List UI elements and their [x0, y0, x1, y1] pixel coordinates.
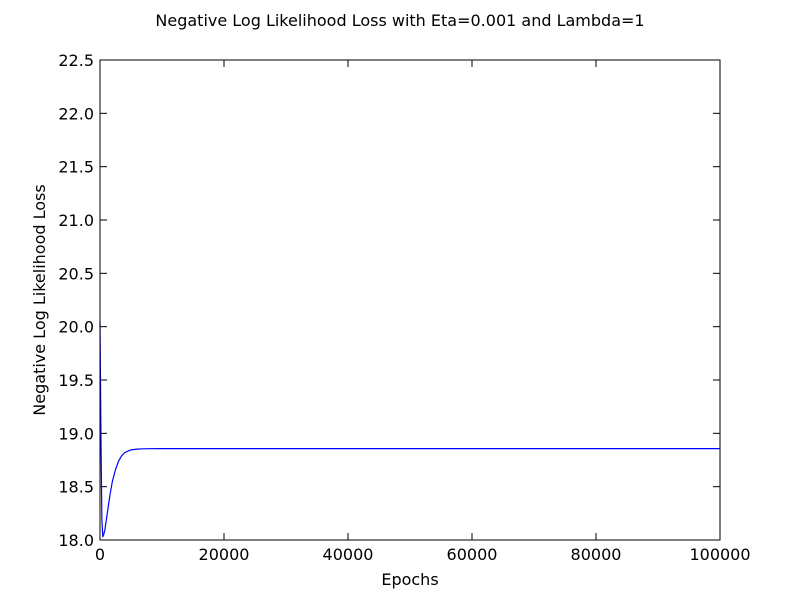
x-tick-label: 0: [95, 545, 105, 564]
y-tick-label: 19.0: [58, 424, 94, 443]
series-line: [99, 321, 720, 538]
y-tick-label: 18.5: [58, 478, 94, 497]
y-tick-label: 18.0: [58, 531, 94, 550]
y-tick-label: 21.0: [58, 211, 94, 230]
chart-title: Negative Log Likelihood Loss with Eta=0.…: [155, 11, 644, 30]
plot-frame: [99, 59, 721, 541]
y-tick-label: 20.5: [58, 264, 94, 283]
plot-area: [100, 60, 720, 540]
y-tick-label: 22.5: [58, 51, 94, 70]
y-tick-label: 20.0: [58, 318, 94, 337]
x-tick-label: 40000: [323, 545, 374, 564]
y-tick-label: 19.5: [58, 371, 94, 390]
y-axis: 18.0 18.5 19.0 19.5 20.0 20.5 21.0 21.5 22.0 22.5: [58, 51, 720, 550]
x-tick-label: 20000: [199, 545, 250, 564]
x-axis-title: Epochs: [381, 570, 438, 589]
y-tick-label: 22.0: [58, 104, 94, 123]
series-layer: [99, 321, 720, 538]
y-tick-label: 21.5: [58, 158, 94, 177]
x-axis: 0 20000 40000 60000 80000 100000: [95, 60, 751, 564]
x-tick-label: 60000: [447, 545, 498, 564]
y-axis-title: Negative Log Likelihood Loss: [30, 184, 49, 415]
x-tick-label: 80000: [571, 545, 622, 564]
x-tick-label: 100000: [689, 545, 750, 564]
